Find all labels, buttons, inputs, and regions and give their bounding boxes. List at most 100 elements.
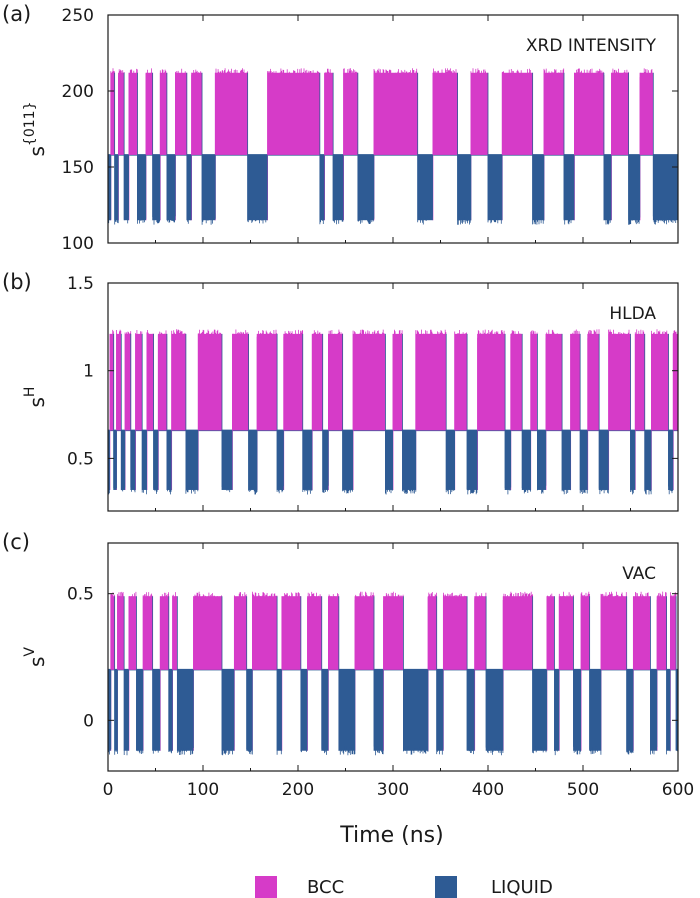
interval-spikes [252, 591, 278, 670]
series-liquid-interval-7 [201, 72, 216, 225]
series-bcc-interval-1 [118, 69, 125, 221]
legend-swatch-bcc [255, 876, 277, 898]
interval-spikes [666, 669, 671, 755]
series-bcc-interval-24 [634, 329, 645, 490]
series-bcc-interval-7 [214, 68, 248, 221]
interval-spikes [281, 592, 302, 670]
series-bcc-interval-5 [172, 592, 178, 751]
interval-spikes [136, 669, 144, 754]
series-liquid-interval-2 [120, 333, 126, 492]
x-tick-label: 0 [103, 780, 114, 800]
series-bcc-interval-4 [159, 592, 169, 751]
series-bcc-interval-15 [543, 68, 565, 221]
panel-annotation: VAC [622, 564, 656, 584]
trace-group [108, 591, 678, 756]
interval-spikes [521, 430, 531, 494]
series-liquid-interval-18 [504, 333, 512, 495]
y-tick-label: 200 [62, 82, 94, 102]
interval-spikes [403, 669, 429, 755]
interval-spikes [545, 329, 563, 431]
x-ticks [107, 283, 679, 511]
interval-spikes [373, 669, 384, 756]
interval-spikes [644, 430, 652, 495]
series-liquid-interval-10 [332, 72, 344, 225]
series-liquid-interval-4 [141, 333, 147, 495]
interval-spikes [343, 68, 358, 155]
legend-label-bcc: BCC [307, 877, 344, 898]
y-tick-label: 1 [83, 362, 94, 382]
interval-spikes [543, 68, 565, 155]
series-liquid-interval-3 [137, 72, 147, 224]
interval-spikes [383, 591, 404, 670]
series-liquid-interval-19 [652, 72, 678, 225]
panel-b: 0.5 1 1.5 (b) HLDA sH [2, 270, 679, 512]
interval-spikes [234, 592, 247, 670]
series-liquid-interval-7 [185, 333, 199, 494]
interval-spikes [402, 430, 417, 494]
series-liquid-interval-14 [487, 72, 503, 224]
series-liquid-interval-8 [247, 72, 268, 224]
series-liquid-interval-13 [457, 72, 472, 225]
interval-spikes [470, 68, 489, 155]
series-liquid-interval-13 [342, 333, 354, 494]
interval-spikes [628, 154, 641, 225]
series-liquid-interval-1 [114, 596, 118, 755]
interval-spikes [300, 669, 308, 753]
interval-spikes [466, 430, 478, 495]
series-liquid-interval-22 [626, 596, 634, 755]
interval-spikes [159, 592, 169, 670]
panel-annotation: XRD INTENSITY [526, 36, 657, 56]
interval-spikes [672, 330, 678, 431]
interval-spikes [123, 669, 129, 756]
y-tick-label: 0.5 [67, 585, 94, 605]
series-liquid-interval-11 [302, 333, 313, 495]
interval-spikes [445, 430, 455, 495]
series-bcc-interval-17 [502, 591, 533, 751]
series-liquid-interval-21 [589, 596, 602, 755]
interval-spikes [168, 669, 173, 754]
interval-spikes [558, 591, 574, 670]
interval-spikes [117, 591, 125, 670]
interval-spikes [385, 430, 393, 495]
series-bcc-interval-23 [608, 329, 631, 490]
interval-spikes [118, 69, 125, 155]
interval-spikes [354, 591, 375, 670]
series-liquid-interval-16 [563, 72, 575, 225]
interval-spikes [650, 669, 658, 755]
interval-spikes [276, 669, 282, 755]
y-axis-label-base: s [25, 146, 49, 156]
interval-spikes [153, 430, 159, 494]
series-bcc-interval-2 [124, 331, 132, 490]
panel-annotation: HLDA [609, 304, 656, 324]
x-tick-label: 200 [282, 780, 314, 800]
interval-spikes [110, 68, 115, 155]
interval-spikes [276, 430, 284, 494]
series-bcc-interval-7 [233, 592, 247, 751]
interval-spikes [485, 669, 504, 756]
series-bcc-interval-4 [159, 69, 167, 221]
interval-spikes [246, 669, 253, 755]
series-liquid-interval-5 [168, 596, 173, 754]
x-ticks: 0 100 200 300 400 500 600 [103, 543, 694, 800]
interval-spikes [128, 591, 137, 670]
series-liquid-interval-3 [130, 333, 136, 493]
series-liquid-interval-23 [598, 333, 609, 495]
y-ticks: 100 150 200 250 [62, 6, 678, 254]
series-bcc-interval-22 [632, 591, 651, 751]
interval-spikes [443, 592, 467, 670]
series-liquid-interval-17 [603, 72, 612, 225]
y-tick-label: 1.5 [67, 274, 94, 294]
series-liquid-interval-14 [403, 596, 429, 755]
y-axis-label: sV [22, 647, 49, 667]
series-liquid [108, 596, 678, 756]
series-bcc-interval-14 [427, 592, 437, 751]
interval-spikes [630, 430, 636, 495]
series-bcc-interval-7 [197, 329, 222, 490]
interval-spikes [537, 430, 547, 494]
series-bcc-interval-10 [307, 591, 322, 751]
interval-spikes [357, 154, 375, 224]
y-axis-label: sH [22, 387, 49, 408]
series-bcc-interval-17 [611, 68, 629, 221]
interval-spikes [324, 68, 334, 155]
series-bcc-interval-23 [656, 591, 667, 751]
